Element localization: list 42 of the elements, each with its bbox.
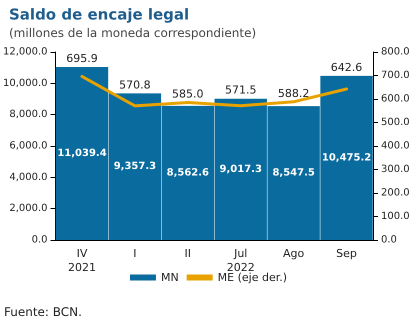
legend-label: ME (eje der.) bbox=[218, 271, 288, 284]
y-tick-label: 4,000.0 bbox=[9, 172, 48, 183]
y-tick-label: 2,000.0 bbox=[9, 203, 48, 214]
y2-tick-label: 400.0 bbox=[381, 140, 410, 152]
data-label: 8,547.5 bbox=[272, 168, 315, 179]
x-tick-label: Jul bbox=[233, 247, 248, 260]
source-note: Fuente: BCN. bbox=[4, 305, 82, 319]
data-label: 8,562.6 bbox=[166, 167, 210, 178]
x-tick-label: II bbox=[184, 247, 192, 260]
data-label: 588.2 bbox=[278, 86, 310, 100]
y-tick-label: 6,000.0 bbox=[9, 140, 48, 152]
data-label: 695.9 bbox=[66, 52, 98, 66]
y2-tick-label: 600.0 bbox=[381, 94, 410, 104]
y2-tick-label: 800.0 bbox=[381, 46, 410, 58]
y2-tick-label: 500.0 bbox=[381, 117, 410, 128]
line-series bbox=[80, 74, 348, 108]
legend-label: MN bbox=[160, 271, 179, 284]
chart-subtitle: (millones de la moneda correspondiente) bbox=[9, 26, 256, 40]
data-label: 11,039.4 bbox=[57, 148, 107, 160]
y2-tick-label: 300.0 bbox=[381, 164, 410, 175]
data-label: 10,475.2 bbox=[322, 152, 372, 164]
y2-tick-label: 700.0 bbox=[381, 70, 410, 81]
y2-tick-label: 100.0 bbox=[381, 211, 410, 222]
data-label: 9,357.3 bbox=[114, 161, 156, 172]
text: 2021 bbox=[68, 261, 96, 274]
x-tick-label: IV bbox=[76, 247, 88, 260]
y-tick-label: 10,000.0 bbox=[3, 78, 48, 89]
y-tick-label: 8,000.0 bbox=[9, 109, 48, 120]
chart-title: Saldo de encaje legal bbox=[9, 6, 190, 24]
y-tick-label: 0.0 bbox=[32, 234, 48, 246]
y-tick-label: 12,000.0 bbox=[3, 46, 48, 58]
x-tick-label: Sep bbox=[336, 247, 357, 260]
x-tick-label: I bbox=[133, 247, 137, 260]
data-label: 571.5 bbox=[224, 84, 256, 97]
x-tick-label: Ago bbox=[283, 247, 305, 260]
data-label: 585.0 bbox=[172, 88, 204, 101]
text: 2022 bbox=[226, 261, 255, 274]
data-label: 570.8 bbox=[119, 78, 151, 92]
data-label: 642.6 bbox=[330, 60, 362, 74]
y2-tick-label: 200.0 bbox=[381, 188, 410, 198]
y2-tick-label: 0.0 bbox=[381, 234, 397, 246]
data-label: 9,017.3 bbox=[220, 164, 262, 175]
